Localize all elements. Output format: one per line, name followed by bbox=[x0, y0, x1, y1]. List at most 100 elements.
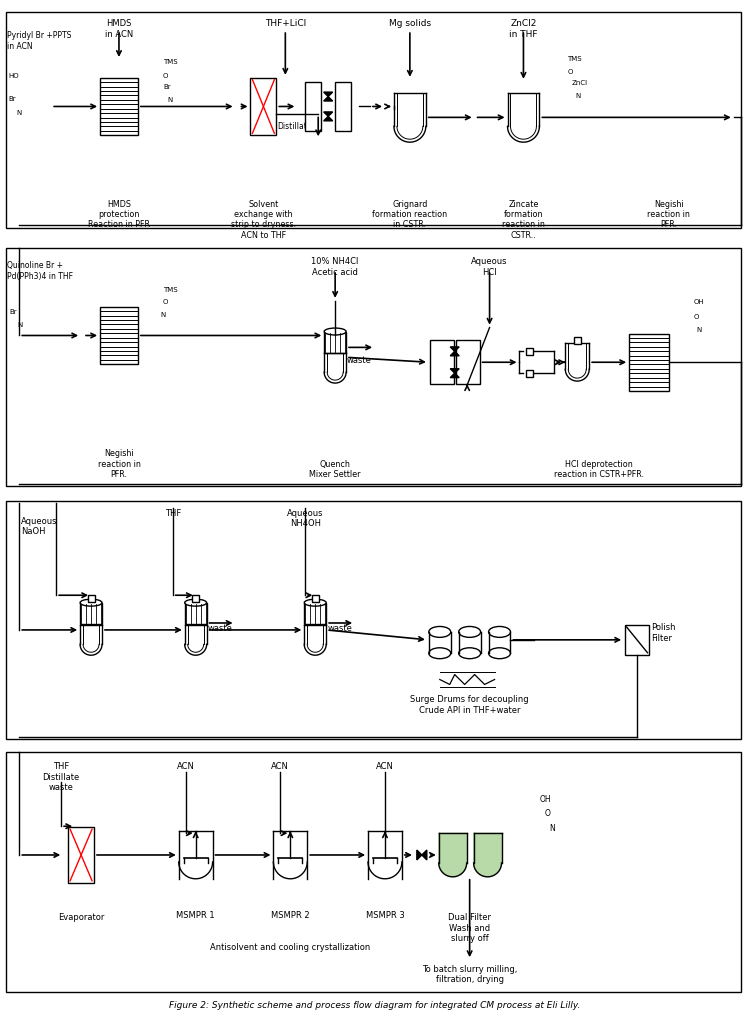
Text: O: O bbox=[544, 809, 550, 818]
Polygon shape bbox=[324, 117, 333, 121]
Text: waste: waste bbox=[208, 624, 232, 632]
Bar bbox=[312, 595, 319, 603]
Text: HMDS
protection
Reaction in PFR: HMDS protection Reaction in PFR bbox=[88, 199, 150, 229]
Ellipse shape bbox=[459, 648, 481, 659]
Text: Solvent
exchange with
strip to dryness.
ACN to THF: Solvent exchange with strip to dryness. … bbox=[231, 199, 296, 240]
Ellipse shape bbox=[184, 600, 207, 607]
Bar bbox=[6, 249, 741, 486]
Text: HMDS
in ACN: HMDS in ACN bbox=[105, 19, 133, 38]
Text: OH: OH bbox=[539, 794, 551, 803]
Text: O: O bbox=[163, 298, 168, 304]
Text: Aqueous
HCl: Aqueous HCl bbox=[471, 257, 508, 276]
Text: HCl deprotection
reaction in CSTR+PFR.: HCl deprotection reaction in CSTR+PFR. bbox=[554, 459, 644, 479]
Text: Distillate
waste: Distillate waste bbox=[43, 772, 80, 792]
Text: Br: Br bbox=[8, 95, 16, 101]
Bar bbox=[324, 333, 346, 354]
Bar bbox=[88, 595, 94, 603]
Bar bbox=[68, 827, 94, 883]
Polygon shape bbox=[324, 93, 333, 97]
Text: THF+LiCl: THF+LiCl bbox=[265, 19, 306, 28]
Polygon shape bbox=[450, 369, 459, 374]
Bar bbox=[574, 338, 580, 345]
Text: Distillate: Distillate bbox=[278, 122, 312, 131]
Text: ACN: ACN bbox=[376, 761, 394, 770]
Text: MSMPR 3: MSMPR 3 bbox=[365, 911, 404, 920]
Bar bbox=[526, 349, 533, 356]
Ellipse shape bbox=[429, 648, 451, 659]
Text: N: N bbox=[549, 823, 555, 832]
Ellipse shape bbox=[459, 627, 481, 638]
Text: waste: waste bbox=[347, 356, 372, 365]
Text: O: O bbox=[163, 73, 168, 79]
Text: N: N bbox=[160, 311, 166, 317]
Bar bbox=[304, 604, 326, 625]
Text: ZnCl: ZnCl bbox=[572, 80, 587, 86]
Text: Mg solids: Mg solids bbox=[388, 19, 431, 28]
Text: Pyridyl Br +PPTS
in ACN: Pyridyl Br +PPTS in ACN bbox=[8, 31, 72, 51]
Ellipse shape bbox=[488, 648, 511, 659]
Text: To batch slurry milling,
filtration, drying: To batch slurry milling, filtration, dry… bbox=[422, 964, 518, 984]
Text: TMS: TMS bbox=[567, 56, 582, 62]
Ellipse shape bbox=[304, 600, 326, 607]
Bar bbox=[6, 13, 741, 229]
Bar bbox=[6, 752, 741, 992]
Text: ACN: ACN bbox=[272, 761, 290, 770]
Polygon shape bbox=[450, 374, 459, 378]
Bar bbox=[100, 307, 138, 365]
Text: O: O bbox=[567, 69, 573, 75]
Text: HO: HO bbox=[8, 73, 19, 79]
Text: THF: THF bbox=[53, 761, 69, 770]
Text: TMS: TMS bbox=[163, 59, 178, 65]
Text: N: N bbox=[16, 110, 22, 116]
Text: Dual Filter
Wash and
slurry off: Dual Filter Wash and slurry off bbox=[448, 913, 491, 942]
Text: Figure 2: Synthetic scheme and process flow diagram for integrated CM process at: Figure 2: Synthetic scheme and process f… bbox=[170, 1000, 580, 1009]
Text: N: N bbox=[168, 96, 173, 102]
Polygon shape bbox=[422, 850, 427, 860]
Text: Negishi
reaction in
PFR.: Negishi reaction in PFR. bbox=[98, 449, 140, 479]
Ellipse shape bbox=[324, 329, 346, 336]
Bar bbox=[456, 341, 479, 384]
Text: N: N bbox=[697, 327, 702, 333]
Ellipse shape bbox=[429, 627, 451, 638]
Bar bbox=[6, 501, 741, 739]
Ellipse shape bbox=[80, 600, 102, 607]
Bar bbox=[305, 83, 321, 132]
Text: ZnCl2
in THF: ZnCl2 in THF bbox=[509, 19, 538, 38]
Text: Grignard
formation reaction
in CSTR.: Grignard formation reaction in CSTR. bbox=[372, 199, 448, 229]
Text: O: O bbox=[694, 313, 699, 319]
Bar bbox=[526, 370, 533, 377]
Text: Quinoline Br +
Pd(PPh3)4 in THF: Quinoline Br + Pd(PPh3)4 in THF bbox=[8, 261, 74, 280]
Bar bbox=[251, 79, 276, 136]
Bar bbox=[80, 604, 102, 625]
Polygon shape bbox=[450, 348, 459, 352]
Bar bbox=[625, 626, 650, 655]
Text: 10% NH4Cl
Acetic acid: 10% NH4Cl Acetic acid bbox=[311, 257, 358, 276]
Polygon shape bbox=[417, 850, 422, 860]
Text: N: N bbox=[17, 321, 22, 328]
Text: Evaporator: Evaporator bbox=[58, 913, 104, 922]
Text: Polish
Filter: Polish Filter bbox=[651, 623, 676, 642]
Text: Quench
Mixer Settler: Quench Mixer Settler bbox=[310, 459, 361, 479]
Bar bbox=[192, 595, 200, 603]
Text: N: N bbox=[575, 93, 580, 98]
Text: Surge Drums for decoupling
Crude API in THF+water: Surge Drums for decoupling Crude API in … bbox=[410, 695, 529, 714]
Text: Negishi
reaction in
PFR.: Negishi reaction in PFR. bbox=[647, 199, 690, 229]
Text: waste: waste bbox=[327, 624, 352, 632]
Bar bbox=[100, 79, 138, 136]
Text: Br: Br bbox=[9, 308, 17, 314]
Ellipse shape bbox=[488, 627, 511, 638]
Text: Aqueous
NH4OH: Aqueous NH4OH bbox=[287, 509, 323, 528]
Text: Aqueous
NaOH: Aqueous NaOH bbox=[21, 517, 58, 536]
Bar bbox=[335, 83, 351, 132]
Polygon shape bbox=[439, 833, 466, 877]
Text: Zincate
formation
reaction in
CSTR..: Zincate formation reaction in CSTR.. bbox=[502, 199, 545, 240]
Text: TMS: TMS bbox=[163, 287, 178, 292]
Text: OH: OH bbox=[694, 298, 704, 304]
Polygon shape bbox=[474, 833, 502, 877]
Polygon shape bbox=[324, 113, 333, 117]
Text: Br: Br bbox=[164, 84, 172, 90]
Polygon shape bbox=[450, 352, 459, 357]
Text: MSMPR 2: MSMPR 2 bbox=[271, 911, 310, 920]
Text: THF: THF bbox=[165, 509, 181, 518]
Bar bbox=[184, 604, 207, 625]
